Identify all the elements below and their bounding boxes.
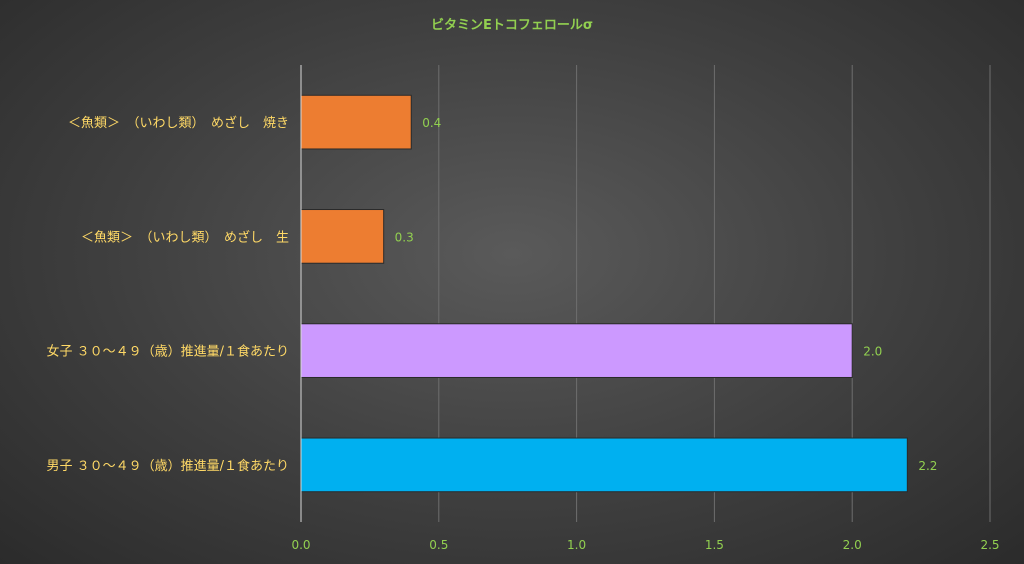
category-label: 女子 ３０～４９（歳）推進量/１食あたり [46,344,289,360]
category-label: ＜魚類＞ （いわし類） めざし 焼き [68,115,289,131]
data-label: 2.2 [918,459,937,473]
data-label: 0.4 [422,116,441,130]
x-tick-label: 1.5 [705,538,724,552]
bar [300,209,385,264]
bar [300,437,908,493]
x-tick-label: 2.0 [843,538,862,552]
data-label: 0.3 [395,230,414,244]
x-tick-labels: 0.0 0.5 1.0 1.5 2.0 2.5 [291,538,999,552]
x-tick-label: 2.5 [980,538,999,552]
bar [300,323,853,378]
category-labels: ＜魚類＞ （いわし類） めざし 焼き ＜魚類＞ （いわし類） めざし 生女子 ３０… [46,115,289,474]
chart-title: ビタミンEトコフェロールσ [431,17,593,33]
bars [300,94,908,493]
data-label: 2.0 [863,345,882,359]
x-tick-label: 1.0 [567,538,586,552]
category-label: ＜魚類＞ （いわし類） めざし 生 [81,229,289,245]
x-tick-label: 0.5 [429,538,448,552]
data-labels: 0.4 0.3 2.0 2.2 [395,116,938,473]
bar [300,94,412,150]
x-tick-label: 0.0 [291,538,310,552]
category-label: 男子 ３０～４９（歳）推進量/１食あたり [46,458,289,474]
